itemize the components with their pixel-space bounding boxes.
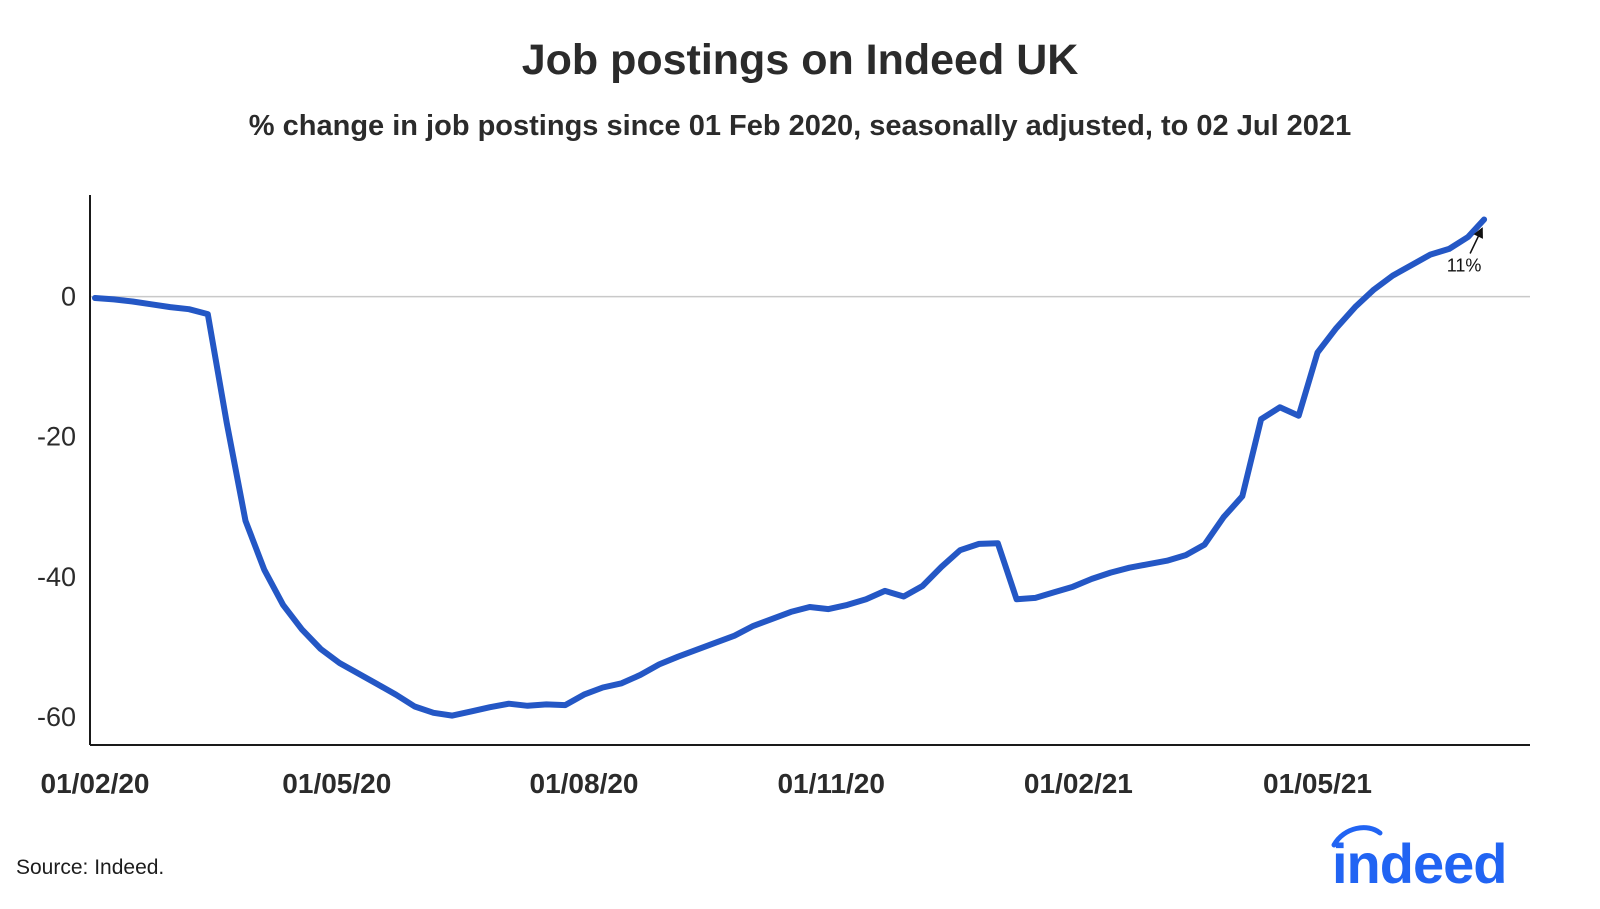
chart-title: Job postings on Indeed UK — [521, 36, 1079, 84]
source-note: Source: Indeed. — [16, 856, 165, 879]
x-tick-label: 01/05/20 — [282, 768, 391, 799]
annotation-arrow — [1469, 227, 1483, 254]
chart-subtitle: % change in job postings since 01 Feb 20… — [248, 110, 1352, 142]
y-tick-label: 0 — [61, 282, 76, 312]
x-tick-label: 01/05/21 — [1263, 768, 1372, 799]
y-tick-label: -20 — [37, 422, 76, 452]
indeed-logo: indeed — [1328, 821, 1538, 895]
series-line — [92, 216, 1488, 719]
x-tick-label: 01/11/20 — [777, 768, 884, 799]
logo-text: indeed — [1332, 832, 1506, 895]
annotation-label: 11% — [1447, 256, 1482, 276]
y-tick-label: -40 — [37, 562, 76, 592]
y-tick-label: -60 — [37, 702, 76, 732]
x-tick-label: 01/08/20 — [530, 768, 639, 799]
x-tick-label: 01/02/20 — [41, 768, 150, 799]
x-tick-label: 01/02/21 — [1024, 768, 1133, 799]
logo-swoosh-icon — [1331, 825, 1383, 848]
